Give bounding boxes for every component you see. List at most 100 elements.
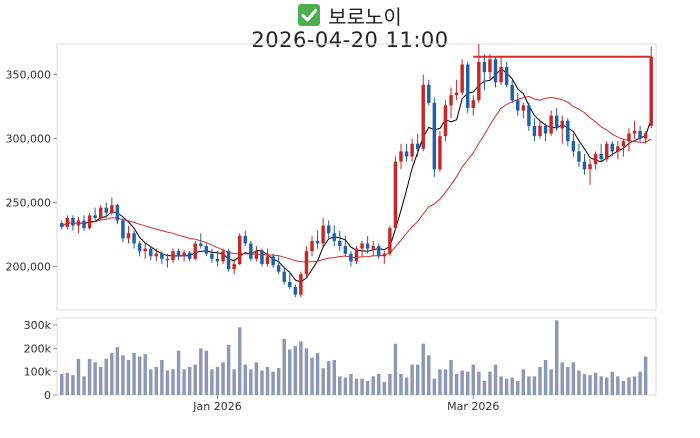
candle-body	[310, 240, 314, 252]
volume-bar	[382, 382, 387, 395]
candle-body	[193, 243, 197, 259]
volume-bar	[538, 367, 542, 395]
volume-bar	[377, 374, 381, 395]
candle-body	[582, 161, 587, 170]
volume-bar	[160, 360, 164, 395]
volume-bar	[126, 360, 131, 395]
candle-body	[554, 115, 559, 129]
candle-body	[454, 92, 459, 96]
volume-bar	[321, 368, 325, 395]
volume-bar	[143, 354, 147, 395]
candle-body	[465, 64, 470, 108]
candle-body	[76, 220, 81, 226]
candle-body	[210, 253, 214, 259]
volume-y-tick-label: 0	[44, 389, 51, 402]
candle-body	[415, 143, 420, 149]
candle-body	[104, 207, 108, 213]
volume-bar	[243, 364, 248, 395]
candle-body	[549, 115, 553, 134]
volume-bar	[171, 369, 175, 395]
candle-body	[493, 59, 498, 83]
volume-bar	[349, 374, 353, 395]
candle-body	[215, 258, 220, 262]
candle-body	[304, 251, 309, 275]
volume-bar	[593, 372, 598, 395]
candle-body	[187, 252, 192, 259]
candle-body	[571, 141, 576, 152]
volume-y-tick-label: 200k	[24, 342, 52, 355]
candle-body	[410, 143, 414, 157]
volume-bar	[282, 339, 286, 395]
candle-body	[154, 253, 159, 257]
volume-bar	[627, 377, 631, 395]
price-panel: 200,000 250,000 300,000 350,000	[6, 43, 657, 311]
candle-body	[137, 243, 142, 252]
candle-body	[238, 235, 242, 264]
candle-body	[638, 130, 642, 139]
volume-bar	[510, 377, 514, 395]
candle-body	[293, 286, 298, 295]
volume-bar	[643, 356, 648, 395]
candle-body	[577, 151, 581, 162]
candle-body	[632, 130, 637, 134]
candle-body	[221, 251, 225, 262]
volume-bar	[338, 376, 342, 395]
volume-bar	[326, 361, 331, 395]
candle-body	[165, 258, 170, 261]
candle-body	[599, 153, 603, 160]
candle-body	[438, 136, 442, 170]
candle-body	[432, 102, 437, 170]
volume-bar	[504, 378, 509, 395]
volume-bar	[65, 372, 70, 395]
candle-body	[560, 120, 564, 129]
volume-bar	[371, 376, 375, 395]
volume-bar	[132, 353, 136, 395]
volume-bar	[343, 377, 348, 395]
volume-bar	[599, 376, 603, 395]
volume-bar	[549, 369, 553, 395]
candle-body	[226, 251, 231, 270]
candle-body	[482, 61, 487, 73]
candle-body	[282, 271, 286, 282]
candle-body	[176, 251, 181, 257]
candle-body	[566, 120, 570, 142]
volume-y-tick-label: 300k	[24, 319, 52, 332]
volume-bar	[410, 364, 414, 395]
candle-body	[443, 105, 448, 137]
candle-body	[332, 233, 336, 241]
volume-bar	[187, 367, 192, 395]
candle-body	[249, 243, 253, 259]
volume-bar	[499, 376, 503, 395]
volume-bar	[176, 350, 181, 395]
candle-body	[649, 56, 653, 126]
volume-bar	[516, 381, 520, 395]
volume-bar	[388, 374, 392, 395]
candle-body	[110, 205, 114, 213]
candle-body	[182, 252, 186, 257]
candle-body	[521, 105, 526, 111]
candle-body	[143, 248, 147, 252]
volume-bar	[566, 367, 570, 395]
volume-bar	[154, 367, 159, 395]
x-tick-label: Mar 2026	[447, 400, 499, 413]
candle-body	[271, 256, 275, 266]
candle-body	[276, 265, 281, 272]
volume-bar	[310, 357, 314, 395]
volume-bar	[93, 362, 97, 395]
volume-bar	[82, 376, 86, 395]
volume-bar	[621, 381, 626, 395]
volume-bar	[527, 376, 531, 395]
candle-body	[499, 67, 503, 83]
volume-bar	[293, 346, 298, 395]
candle-body	[627, 133, 631, 142]
chart-subtitle: 2026-04-20 11:00	[251, 28, 449, 52]
candle-body	[87, 215, 92, 229]
candle-body	[265, 256, 270, 264]
volume-bar	[332, 360, 336, 395]
candle-body	[98, 207, 103, 218]
candle-body	[516, 100, 520, 111]
volume-bar	[199, 348, 203, 395]
volume-bar	[276, 368, 281, 395]
price-y-tick-label: 250,000	[6, 197, 52, 210]
volume-bar	[87, 358, 92, 395]
